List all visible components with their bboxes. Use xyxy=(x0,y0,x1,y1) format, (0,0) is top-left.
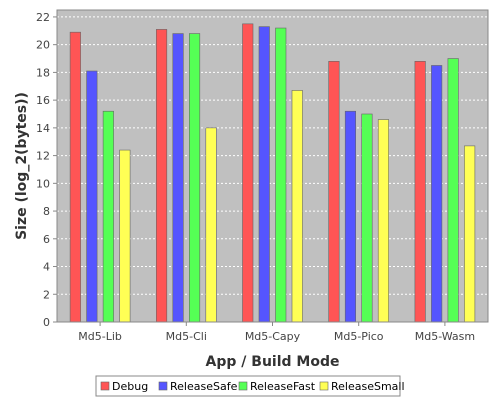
y-axis-ticks: 0 2 4 6 8 10 12 14 16 18 20 22 xyxy=(36,11,57,329)
bar xyxy=(156,29,168,323)
legend-swatch xyxy=(100,381,110,391)
bar xyxy=(119,149,131,323)
x-axis-ticks: Md5-Lib Md5-Cli Md5-Capy Md5-Pico Md5-Wasm xyxy=(78,322,475,343)
y-tick-label: 20 xyxy=(36,39,50,52)
bar xyxy=(86,70,98,323)
legend-swatch xyxy=(158,381,168,391)
y-tick-label: 22 xyxy=(36,11,50,24)
bar xyxy=(275,27,287,323)
x-tick-label: Md5-Lib xyxy=(78,330,122,343)
legend-swatch xyxy=(319,381,329,391)
y-tick-label: 6 xyxy=(43,233,50,246)
y-tick-label: 10 xyxy=(36,177,50,190)
x-tick-label: Md5-Cli xyxy=(166,330,207,343)
bar xyxy=(258,26,270,323)
bar xyxy=(172,33,184,323)
bar xyxy=(205,127,217,323)
y-tick-label: 14 xyxy=(36,122,50,135)
y-tick-label: 12 xyxy=(36,150,50,163)
x-tick-label: Md5-Wasm xyxy=(415,330,475,343)
bar xyxy=(377,119,390,323)
x-tick-label: Md5-Pico xyxy=(334,330,384,343)
x-tick-label: Md5-Capy xyxy=(245,330,301,343)
y-tick-label: 18 xyxy=(36,66,50,79)
y-axis-title: Size (log_2(bytes)) xyxy=(14,92,30,240)
y-tick-label: 0 xyxy=(43,316,50,329)
bar xyxy=(242,23,254,323)
legend-label: ReleaseFast xyxy=(250,380,316,393)
y-tick-label: 16 xyxy=(36,94,50,107)
y-tick-label: 4 xyxy=(43,261,50,274)
bar xyxy=(464,145,476,323)
legend-label: ReleaseSmall xyxy=(331,380,405,393)
y-tick-label: 8 xyxy=(43,205,50,218)
bar xyxy=(447,58,459,323)
bar xyxy=(69,31,81,323)
legend-box xyxy=(95,375,401,397)
bar xyxy=(102,110,114,323)
bar xyxy=(414,61,426,323)
x-axis-title: App / Build Mode xyxy=(206,354,340,370)
y-tick-label: 2 xyxy=(43,288,50,301)
legend: Debug ReleaseSafe ReleaseFast ReleaseSmall xyxy=(95,375,405,397)
legend-label: ReleaseSafe xyxy=(170,380,238,393)
bar xyxy=(431,65,443,323)
legend-label: Debug xyxy=(112,380,148,393)
bar xyxy=(344,110,357,323)
legend-swatch xyxy=(238,381,248,391)
bar xyxy=(189,33,201,323)
bar xyxy=(328,61,340,323)
bar xyxy=(361,113,373,323)
bar xyxy=(291,90,303,323)
